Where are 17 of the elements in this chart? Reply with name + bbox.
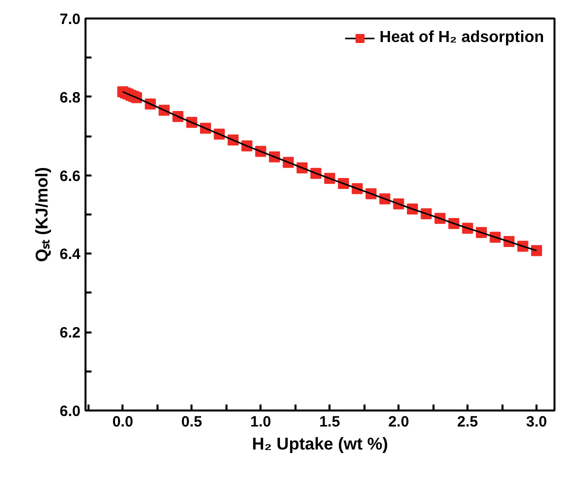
x-tick-label: 3.0 bbox=[526, 414, 547, 430]
x-axis-title: H₂ Uptake (wt %) bbox=[252, 434, 388, 454]
x-tick-label: 2.5 bbox=[457, 414, 478, 430]
y-tick-label: 6.0 bbox=[60, 403, 81, 420]
y-tick-label: 6.4 bbox=[60, 246, 82, 264]
y-tick-label: 6.8 bbox=[60, 89, 81, 106]
x-tick-label: 1.0 bbox=[250, 414, 272, 430]
x-tick-label: 1.5 bbox=[319, 414, 340, 430]
x-tick-label: 2.0 bbox=[388, 414, 410, 430]
y-axis-title: Qₛₜ (KJ/mol) bbox=[32, 167, 52, 262]
point bbox=[531, 245, 542, 256]
x-tick-label: 0.0 bbox=[112, 414, 134, 430]
y-tick-label: 7.0 bbox=[60, 11, 81, 28]
legend-label: Heat of H₂ adsorption bbox=[380, 29, 544, 47]
y-tick-label: 6.2 bbox=[60, 324, 81, 342]
y-tick-label: 6.6 bbox=[60, 168, 81, 185]
x-tick-label: 0.5 bbox=[181, 414, 202, 430]
